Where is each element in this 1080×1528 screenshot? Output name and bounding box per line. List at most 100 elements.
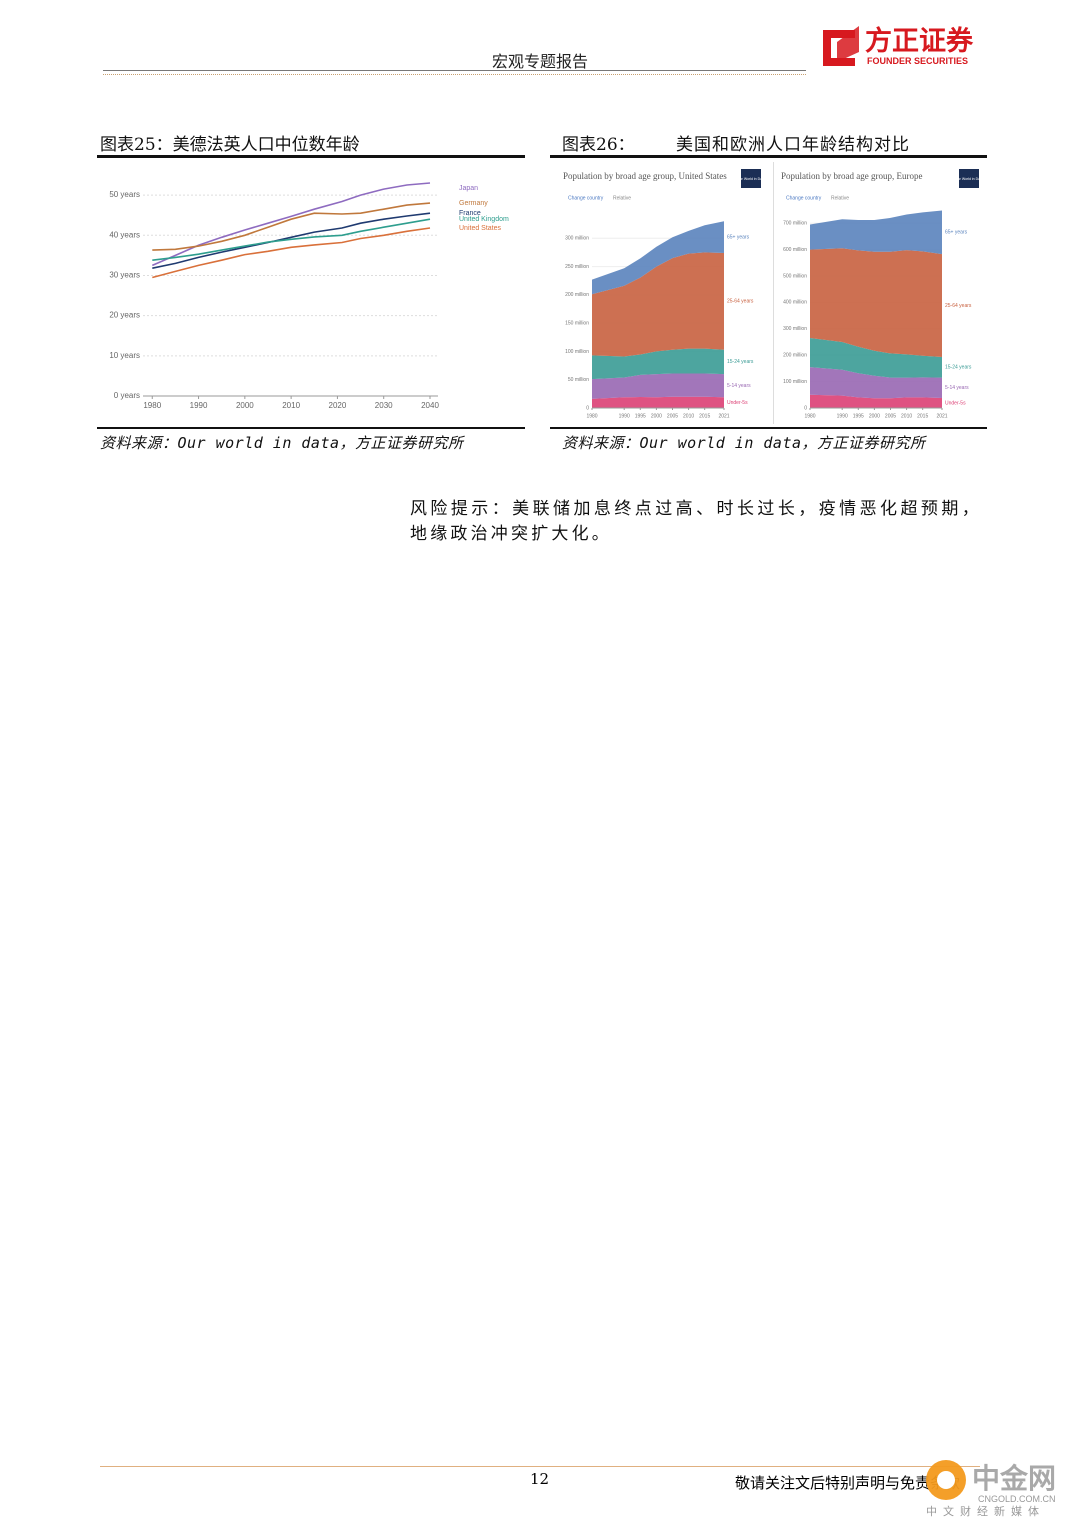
header-title: 宏观专题报告 xyxy=(491,52,588,71)
logo-mark xyxy=(837,26,859,62)
x-tick-label: 2000 xyxy=(869,413,880,419)
x-tick-label: 2005 xyxy=(885,413,896,419)
logo: 方正证券 FOUNDER SECURITIES xyxy=(823,25,974,66)
y-tick-label: 500 million xyxy=(783,273,807,279)
chart: Population by broad age group, Europe Cha… xyxy=(781,169,983,419)
x-tick-label: 1990 xyxy=(619,413,630,419)
y-tick-label: 300 million xyxy=(565,236,589,242)
figure-caption: 图表25：美德法英人口中位数年龄 xyxy=(100,135,360,155)
line-series xyxy=(152,218,431,261)
y-tick-label: 40 years xyxy=(109,230,140,239)
caption-rule xyxy=(97,155,525,158)
x-tick-label: 2015 xyxy=(699,413,710,419)
area-series xyxy=(592,396,724,408)
figure-source: 资料来源：Our world in data，方正证券研究所 xyxy=(100,434,464,452)
watermark-tag: 中文财经新媒体 xyxy=(926,1504,1045,1518)
x-tick-label: 2010 xyxy=(901,413,912,419)
footer-notice: 敬请关注文后特别声明与免责条款 xyxy=(735,1474,961,1492)
x-tick-label: 2040 xyxy=(421,401,439,410)
x-tick-label: 1995 xyxy=(635,413,646,419)
series-label: 5-14 years xyxy=(945,385,969,391)
series-label: 65+ years xyxy=(727,234,750,240)
logo-text: 方正证券 xyxy=(865,25,974,56)
x-tick-label: 2010 xyxy=(282,401,300,410)
x-tick-label: 2000 xyxy=(651,413,662,419)
x-tick-label: 2015 xyxy=(917,413,928,419)
x-tick-label: 1980 xyxy=(143,401,161,410)
chart-title: Population by broad age group, Europe xyxy=(781,171,922,181)
area-series xyxy=(810,210,942,255)
footer-rule xyxy=(100,1466,980,1467)
page-number: 12 xyxy=(530,1470,550,1488)
area-series xyxy=(810,248,942,357)
header-rule xyxy=(103,74,806,75)
series-label: United Kingdom xyxy=(459,216,509,223)
x-tick-label: 2010 xyxy=(683,413,694,419)
x-tick-label: 2020 xyxy=(329,401,347,410)
series-label: Japan xyxy=(459,185,478,192)
y-tick-label: 250 million xyxy=(565,264,589,270)
chart: Population by broad age group, United St… xyxy=(563,169,765,419)
y-tick-label: 0 years xyxy=(114,391,140,400)
series-label: 15-24 years xyxy=(727,359,754,365)
control[interactable]: Relative xyxy=(831,195,849,201)
x-tick-label: 2030 xyxy=(375,401,393,410)
series-label: France xyxy=(459,210,481,217)
area-series xyxy=(592,373,724,399)
figure-source: 资料来源：Our world in data，方正证券研究所 xyxy=(562,434,926,452)
series-label: Under-5s xyxy=(945,400,966,406)
y-tick-label: 20 years xyxy=(109,311,140,320)
y-tick-label: 300 million xyxy=(783,326,807,332)
watermark-text: 中金网 xyxy=(972,1462,1056,1495)
line-series xyxy=(152,212,431,269)
y-tick-label: 50 million xyxy=(568,377,589,383)
series-label: 5-14 years xyxy=(727,383,751,389)
y-tick-label: 200 million xyxy=(565,292,589,298)
x-tick-label: 1980 xyxy=(586,413,597,419)
x-tick-label: 1980 xyxy=(804,413,815,419)
chart-title: Population by broad age group, United St… xyxy=(563,171,727,181)
watermark-icon xyxy=(937,1471,955,1489)
watermark-sub: CNGOLD.COM.CN xyxy=(978,1494,1056,1504)
figure-rule xyxy=(97,427,525,429)
x-tick-label: 2005 xyxy=(667,413,678,419)
control[interactable]: Change country xyxy=(786,195,822,201)
area-series xyxy=(810,367,942,399)
watermark: 中金网 CNGOLD.COM.CN 中文财经新媒体 xyxy=(926,1460,1056,1518)
area-series xyxy=(592,252,724,357)
series-label: Germany xyxy=(459,200,488,207)
series-label: Under-5s xyxy=(727,400,748,406)
y-tick-label: 150 million xyxy=(565,320,589,326)
line-series xyxy=(152,202,431,251)
logo: Our World in Data xyxy=(737,177,765,181)
control[interactable]: Relative xyxy=(613,195,631,201)
series-label: 65+ years xyxy=(945,230,968,236)
logo: Our World in Data xyxy=(955,177,983,181)
area-series xyxy=(592,221,724,295)
x-tick-label: 2021 xyxy=(718,413,729,419)
logo-box xyxy=(741,169,761,188)
logo-mark xyxy=(823,30,855,66)
series-label: 15-24 years xyxy=(945,365,972,371)
figure-caption: 图表26： xyxy=(562,135,635,155)
area-series xyxy=(810,394,942,408)
header-rule xyxy=(103,70,806,71)
chart: 0 years 10 years 20 years 30 years 40 years 5… xyxy=(109,182,509,410)
y-tick-label: 200 million xyxy=(783,353,807,359)
series-label: 25-64 years xyxy=(945,303,972,309)
y-tick-label: 50 years xyxy=(109,190,140,199)
figure-caption: 美国和欧洲人口年龄结构对比 xyxy=(676,135,910,155)
x-tick-label: 1990 xyxy=(837,413,848,419)
y-tick-label: 30 years xyxy=(109,271,140,280)
area-series xyxy=(592,348,724,380)
divider xyxy=(773,162,774,424)
caption-rule xyxy=(550,155,987,158)
series-label: 25-64 years xyxy=(727,299,754,305)
area-series xyxy=(810,338,942,378)
y-tick-label: 0 xyxy=(804,405,807,411)
control[interactable]: Change country xyxy=(568,195,604,201)
y-tick-label: 700 million xyxy=(783,221,807,227)
y-tick-label: 400 million xyxy=(783,300,807,306)
risk-note: 风险提示：美联储加息终点过高、时长过长，疫情恶化超预期，地缘政治冲突扩大化。 xyxy=(410,499,982,544)
